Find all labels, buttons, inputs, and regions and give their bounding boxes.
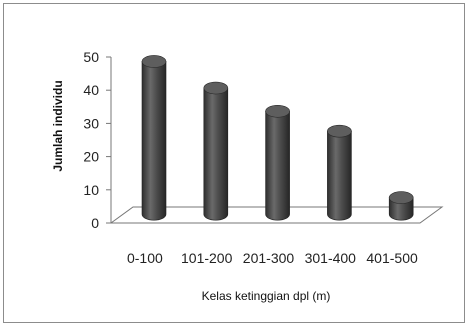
x-tick-label: 101-200 — [181, 250, 233, 266]
bar — [203, 81, 229, 221]
bar — [265, 104, 290, 221]
bar-top — [327, 124, 352, 138]
x-tick-label: 0-100 — [127, 250, 163, 266]
bar-body — [203, 87, 229, 221]
y-tick-label: 0 — [91, 215, 99, 231]
bar-body — [388, 197, 414, 221]
bar-body — [327, 130, 352, 221]
bar-top — [141, 55, 167, 68]
bar — [141, 55, 167, 221]
y-axis-title: Jumlah individu — [51, 80, 65, 171]
bar-top — [265, 104, 290, 118]
x-tick-label: 401-500 — [366, 250, 418, 266]
bar-body — [265, 110, 290, 221]
x-tick-label: 201-300 — [243, 250, 295, 266]
y-tick-label: 10 — [83, 182, 99, 198]
x-tick-label: 301-400 — [305, 250, 357, 266]
chart-frame — [3, 3, 465, 323]
y-tick-label: 30 — [83, 115, 99, 131]
y-axis: 0 10 20 30 40 50 — [83, 49, 112, 231]
x-tick-labels: 0-100 101-200 201-300 301-400 401-500 — [127, 250, 418, 266]
bar-top — [203, 81, 229, 95]
bar-top — [388, 191, 414, 204]
x-axis-title: Kelas ketinggian dpl (m) — [202, 289, 331, 303]
bar — [388, 191, 414, 221]
y-tick-label: 50 — [83, 49, 99, 65]
bars — [141, 55, 414, 221]
bar — [327, 124, 352, 221]
y-tick-label: 20 — [83, 149, 99, 165]
y-tick-label: 40 — [83, 82, 99, 98]
bar-body — [141, 61, 167, 221]
